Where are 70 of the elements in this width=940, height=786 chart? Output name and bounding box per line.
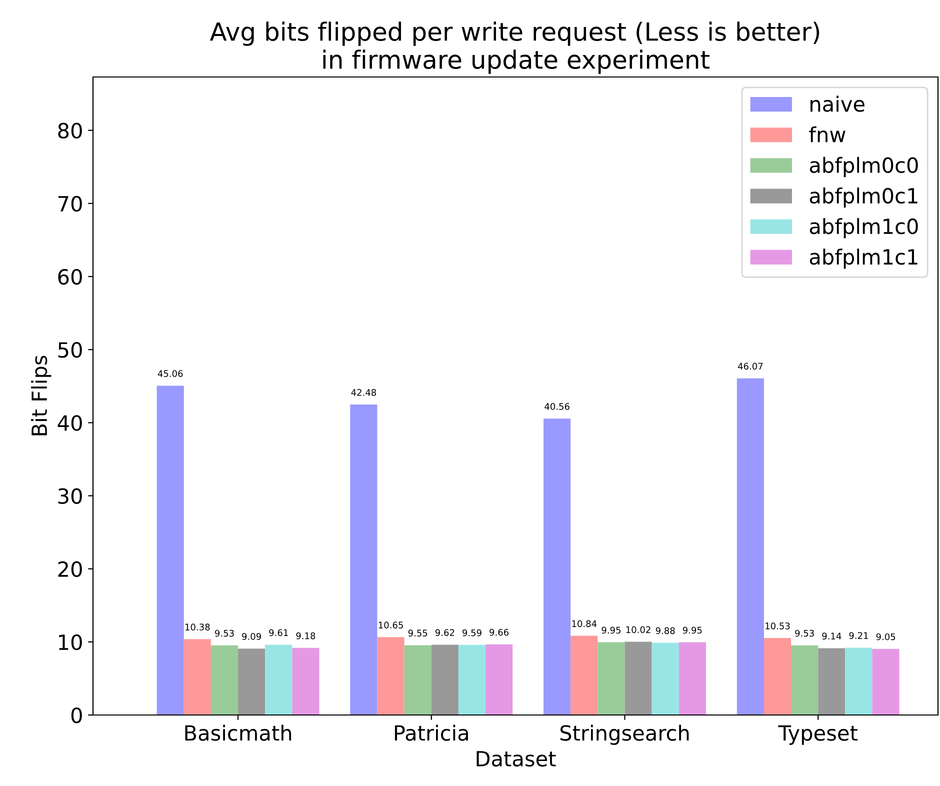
data-label: 9.55 — [408, 630, 428, 637]
data-label: 40.56 — [544, 403, 570, 410]
x-tick-label: Patricia — [394, 724, 468, 741]
data-label: 9.88 — [656, 627, 675, 634]
bar — [486, 644, 513, 715]
data-label: 10.38 — [185, 624, 210, 630]
bar — [184, 639, 211, 715]
legend-label: abfplm1c1 — [810, 248, 918, 269]
bar — [458, 644, 486, 715]
data-label: 9.53 — [795, 630, 814, 637]
data-label: 10.65 — [378, 622, 403, 628]
legend-label: fnw — [809, 126, 846, 142]
data-label: 9.05 — [876, 633, 896, 640]
x-tick-label: Typeset — [778, 725, 858, 745]
data-label: 9.66 — [490, 628, 509, 636]
bar — [764, 638, 792, 715]
bar — [624, 642, 652, 715]
data-label: 9.53 — [215, 630, 234, 637]
data-label: 10.84 — [572, 620, 597, 628]
y-tick-label: 30 — [58, 488, 82, 504]
x-tick-label: Stringsearch — [560, 724, 689, 745]
bar — [872, 648, 900, 715]
legend-label: abfplm1c0 — [810, 218, 918, 238]
y-tick-label: 80 — [58, 122, 82, 139]
bar — [210, 645, 238, 715]
data-label: 9.95 — [682, 626, 702, 634]
bar — [544, 418, 571, 715]
bar — [377, 637, 404, 715]
y-tick-label: 70 — [58, 196, 82, 212]
data-label: 10.02 — [626, 626, 650, 634]
x-axis-title: Dataset — [476, 751, 556, 767]
data-label: 9.18 — [296, 632, 316, 640]
legend-label: abfplm0c0 — [810, 156, 918, 178]
data-label: 9.59 — [462, 629, 482, 636]
y-tick-label: 0 — [71, 707, 82, 724]
bar — [265, 644, 292, 715]
bar — [652, 642, 679, 715]
y-tick-label: 60 — [58, 268, 82, 285]
data-label: 9.62 — [435, 629, 454, 636]
bar — [736, 378, 764, 715]
data-label: 9.14 — [822, 632, 842, 640]
data-label: 9.61 — [269, 629, 288, 636]
y-axis-title: Bit Flips — [31, 356, 52, 436]
data-label: 9.21 — [849, 632, 868, 639]
data-label: 9.09 — [242, 633, 261, 640]
y-tick-label: 50 — [58, 342, 82, 358]
bar — [431, 644, 458, 715]
data-label: 10.53 — [766, 622, 790, 630]
data-label: 42.48 — [351, 389, 376, 396]
bar — [818, 648, 846, 715]
bar — [845, 648, 872, 715]
y-tick-label: 40 — [58, 415, 82, 431]
bar — [570, 636, 598, 715]
data-label: 45.06 — [158, 370, 183, 377]
bar — [791, 645, 818, 715]
y-tick-label: 20 — [58, 561, 82, 578]
y-tick-label: 10 — [59, 634, 82, 650]
bar — [350, 404, 378, 715]
legend-label: naive — [810, 96, 864, 112]
bar — [598, 642, 625, 715]
chart-title: Avg bits flipped per write request (Less is better) in firmware update experiment — [210, 22, 820, 74]
data-label: 9.95 — [602, 626, 620, 634]
legend-label: abfplm0c1 — [810, 187, 918, 208]
bar — [292, 648, 320, 715]
bar — [238, 648, 266, 715]
bar — [404, 645, 432, 715]
x-tick-label: Basicmath — [185, 724, 292, 741]
bar — [156, 386, 184, 715]
bar — [678, 642, 706, 715]
data-label: 46.07 — [738, 362, 763, 370]
